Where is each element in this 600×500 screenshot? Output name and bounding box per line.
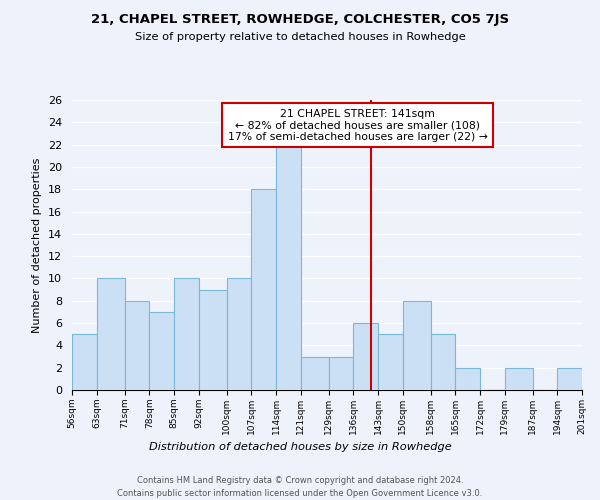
Bar <box>227 278 251 390</box>
Bar <box>301 356 329 390</box>
Bar <box>251 189 276 390</box>
Bar <box>403 301 431 390</box>
Text: 21, CHAPEL STREET, ROWHEDGE, COLCHESTER, CO5 7JS: 21, CHAPEL STREET, ROWHEDGE, COLCHESTER,… <box>91 12 509 26</box>
Bar <box>125 301 149 390</box>
Bar <box>149 312 174 390</box>
Bar <box>276 144 301 390</box>
Bar <box>97 278 125 390</box>
Text: 21 CHAPEL STREET: 141sqm
← 82% of detached houses are smaller (108)
17% of semi-: 21 CHAPEL STREET: 141sqm ← 82% of detach… <box>227 108 488 142</box>
Text: Contains public sector information licensed under the Open Government Licence v3: Contains public sector information licen… <box>118 489 482 498</box>
Bar <box>72 334 97 390</box>
Bar <box>378 334 403 390</box>
Bar <box>174 278 199 390</box>
Bar <box>557 368 582 390</box>
Y-axis label: Number of detached properties: Number of detached properties <box>32 158 43 332</box>
Bar <box>199 290 227 390</box>
Text: Contains HM Land Registry data © Crown copyright and database right 2024.: Contains HM Land Registry data © Crown c… <box>137 476 463 485</box>
Bar <box>353 323 378 390</box>
Bar <box>329 356 353 390</box>
Bar <box>455 368 480 390</box>
Text: Size of property relative to detached houses in Rowhedge: Size of property relative to detached ho… <box>134 32 466 42</box>
Text: Distribution of detached houses by size in Rowhedge: Distribution of detached houses by size … <box>149 442 451 452</box>
Bar <box>431 334 455 390</box>
Bar <box>505 368 533 390</box>
